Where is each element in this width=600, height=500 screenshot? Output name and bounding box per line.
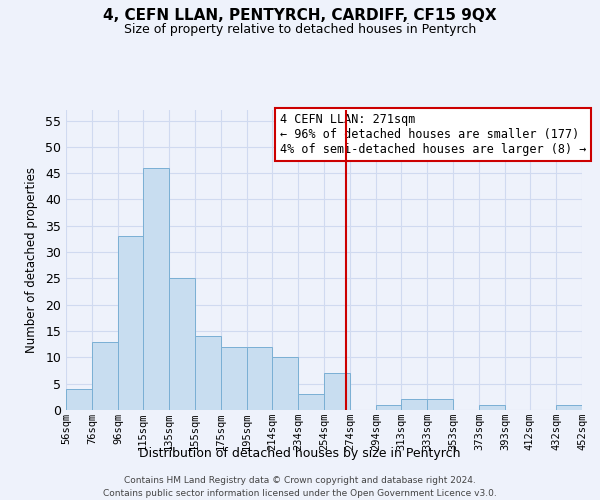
Bar xyxy=(118,236,143,410)
Text: 4 CEFN LLAN: 271sqm
← 96% of detached houses are smaller (177)
4% of semi-detach: 4 CEFN LLAN: 271sqm ← 96% of detached ho… xyxy=(280,113,587,156)
Text: Contains HM Land Registry data © Crown copyright and database right 2024.
Contai: Contains HM Land Registry data © Crown c… xyxy=(103,476,497,498)
Text: Distribution of detached houses by size in Pentyrch: Distribution of detached houses by size … xyxy=(139,448,461,460)
Bar xyxy=(272,358,298,410)
Text: Size of property relative to detached houses in Pentyrch: Size of property relative to detached ho… xyxy=(124,22,476,36)
Bar xyxy=(247,347,272,410)
Y-axis label: Number of detached properties: Number of detached properties xyxy=(25,167,38,353)
Bar xyxy=(376,404,401,410)
Bar xyxy=(427,400,453,410)
Bar xyxy=(66,389,92,410)
Bar xyxy=(298,394,324,410)
Bar xyxy=(479,404,505,410)
Bar xyxy=(195,336,221,410)
Bar xyxy=(324,373,350,410)
Bar xyxy=(556,404,582,410)
Bar xyxy=(221,347,247,410)
Text: 4, CEFN LLAN, PENTYRCH, CARDIFF, CF15 9QX: 4, CEFN LLAN, PENTYRCH, CARDIFF, CF15 9Q… xyxy=(103,8,497,22)
Bar xyxy=(143,168,169,410)
Bar xyxy=(92,342,118,410)
Bar xyxy=(169,278,195,410)
Bar xyxy=(401,400,427,410)
